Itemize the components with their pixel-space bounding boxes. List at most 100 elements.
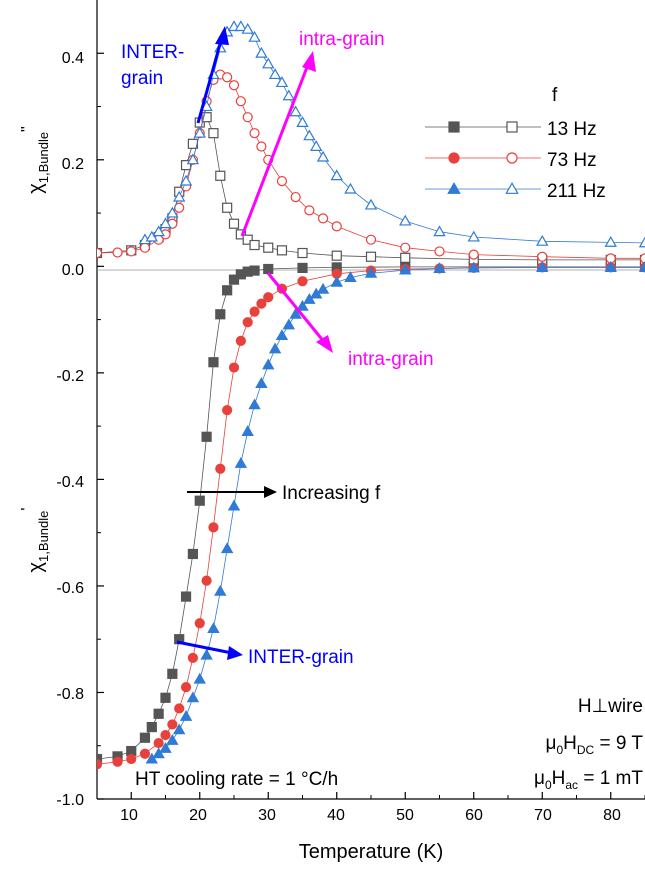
data-point — [174, 703, 185, 714]
data-point — [297, 276, 308, 287]
data-point — [241, 425, 254, 436]
y-axis-title-real: χ1,Bundle' — [19, 508, 51, 573]
data-point — [194, 495, 205, 506]
data-point — [97, 247, 103, 259]
data-point — [166, 206, 179, 218]
y-axis-title-imaginary-sup: " — [19, 126, 36, 132]
data-point — [296, 116, 309, 127]
data-point — [263, 242, 274, 253]
data-point — [126, 753, 137, 765]
data-point — [208, 522, 219, 533]
legend-title: f — [552, 85, 558, 106]
inter-grain-upper-arrowhead — [215, 26, 229, 45]
dc-field-h: H — [563, 733, 577, 754]
data-point — [268, 342, 282, 354]
y-tick-label: 0.4 — [62, 50, 84, 67]
x-tick-labels: 10 20 30 40 50 60 70 80 — [120, 807, 621, 824]
data-point — [139, 732, 151, 743]
data-point — [228, 80, 240, 91]
data-point — [331, 221, 342, 232]
y-tick-label: -1.0 — [56, 792, 84, 809]
annotation-inter-grain-upper-2: grain — [121, 68, 163, 89]
data-point — [208, 357, 219, 368]
data-point — [344, 182, 357, 194]
data-point — [434, 246, 445, 257]
data-point — [112, 247, 123, 258]
data-point — [248, 398, 261, 410]
y-tick-label: -0.8 — [56, 686, 84, 703]
data-point — [309, 140, 323, 151]
data-point — [400, 242, 411, 253]
data-point — [214, 584, 227, 596]
data-point — [97, 753, 103, 765]
inter-grain-lower-arrow — [176, 640, 233, 655]
data-point — [297, 247, 308, 259]
data-point — [296, 299, 309, 311]
data-point — [145, 752, 159, 764]
data-point — [275, 329, 289, 341]
data-point — [208, 128, 219, 139]
ac-field-mu-sub: 0 — [545, 778, 552, 792]
data-point — [186, 691, 200, 703]
data-point — [242, 317, 253, 328]
data-point — [399, 214, 412, 226]
data-point — [160, 692, 171, 703]
data-point — [222, 72, 233, 83]
data-point — [256, 141, 267, 152]
data-point — [364, 266, 378, 278]
data-point — [275, 76, 289, 88]
data-point — [139, 242, 151, 253]
data-point — [167, 668, 178, 679]
data-point — [215, 463, 226, 474]
legend-rows — [425, 121, 541, 194]
data-point — [604, 235, 617, 247]
y-axis-title-real-symbol: χ — [25, 561, 47, 572]
dc-field-mu: μ — [546, 733, 557, 754]
data-point — [276, 176, 288, 187]
data-point — [242, 112, 253, 123]
data-point — [179, 710, 193, 721]
data-point — [290, 191, 301, 203]
inter-grain-upper-arrow — [196, 36, 224, 124]
data-point — [331, 250, 342, 261]
data-point — [228, 218, 240, 229]
data-point — [297, 262, 308, 274]
dc-field-mu-sub: 0 — [556, 743, 563, 757]
data-point — [160, 729, 171, 741]
data-point — [187, 652, 198, 663]
ac-field-mu: μ — [534, 768, 545, 789]
data-point — [468, 249, 479, 260]
data-point — [227, 499, 241, 511]
data-point — [255, 46, 268, 58]
data-point — [399, 263, 412, 275]
y-axis-title-real-sub: 1,Bundle — [36, 511, 51, 562]
x-tick-label: 20 — [189, 807, 207, 824]
inter-grain-lower-arrowhead — [227, 646, 243, 660]
data-point — [365, 251, 377, 262]
data-point — [200, 648, 213, 660]
series-chi_real-triangle — [145, 261, 645, 764]
data-point — [241, 22, 254, 34]
increasing-f-arrowhead — [264, 486, 277, 498]
annotation-ac-field: μ0Hac = 1 mT — [534, 768, 643, 792]
data-point — [222, 405, 233, 416]
legend-marker-filled — [448, 152, 460, 164]
data-point — [207, 622, 220, 634]
y-tick-label: 0.0 — [62, 262, 84, 279]
ac-field-h: H — [552, 768, 566, 789]
legend-label: 211 Hz — [547, 181, 606, 202]
dc-field-value: = 9 T — [594, 733, 643, 754]
data-point — [303, 292, 316, 304]
data-point — [153, 708, 164, 719]
data-point — [289, 105, 302, 117]
ac-field-value: = 1 mT — [578, 768, 643, 789]
data-point — [330, 275, 343, 287]
data-point — [222, 202, 233, 213]
legend-marker-open — [505, 182, 519, 194]
x-tick-label: 80 — [603, 807, 621, 824]
data-point — [255, 377, 268, 389]
data-point — [433, 225, 446, 237]
data-point — [220, 542, 234, 554]
data-point — [316, 150, 330, 162]
